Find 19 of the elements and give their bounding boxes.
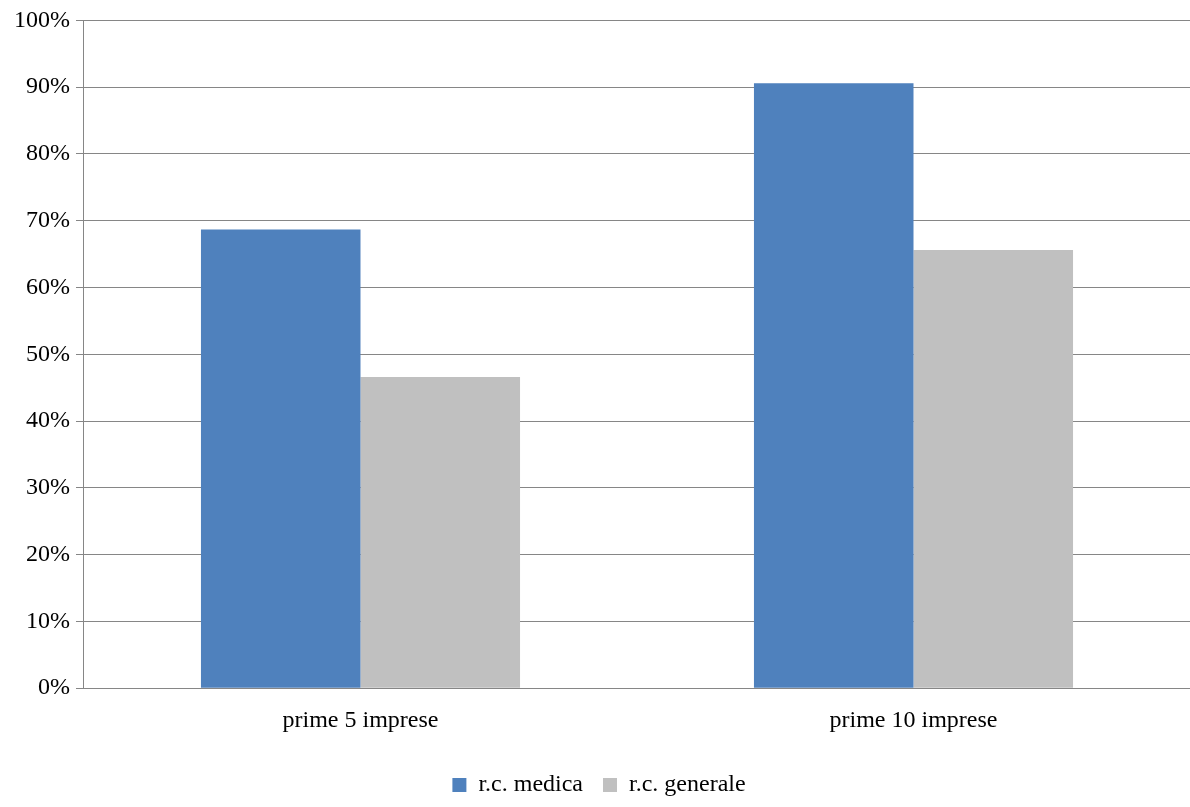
legend-label: r.c. medica [478, 770, 584, 797]
bar [360, 377, 521, 688]
y-tick-label: 20% [25, 539, 70, 566]
y-tick-label: 50% [25, 339, 70, 366]
y-tick-label: 80% [25, 139, 70, 166]
y-tick-label: 60% [25, 272, 70, 299]
legend-label: r.c. generale [629, 770, 746, 797]
y-tick-label: 90% [25, 72, 70, 99]
bar [913, 250, 1074, 688]
x-tick-label: prime 10 imprese [829, 705, 998, 732]
x-tick-label: prime 5 imprese [282, 705, 439, 732]
y-tick-label: 30% [25, 473, 70, 500]
y-tick-label: 100% [13, 5, 70, 32]
y-tick-label: 10% [25, 606, 70, 633]
y-tick-label: 70% [25, 206, 70, 233]
bar [200, 229, 361, 688]
y-tick-label: 40% [25, 406, 70, 433]
bar [753, 83, 914, 688]
y-tick-label: 0% [37, 673, 70, 700]
